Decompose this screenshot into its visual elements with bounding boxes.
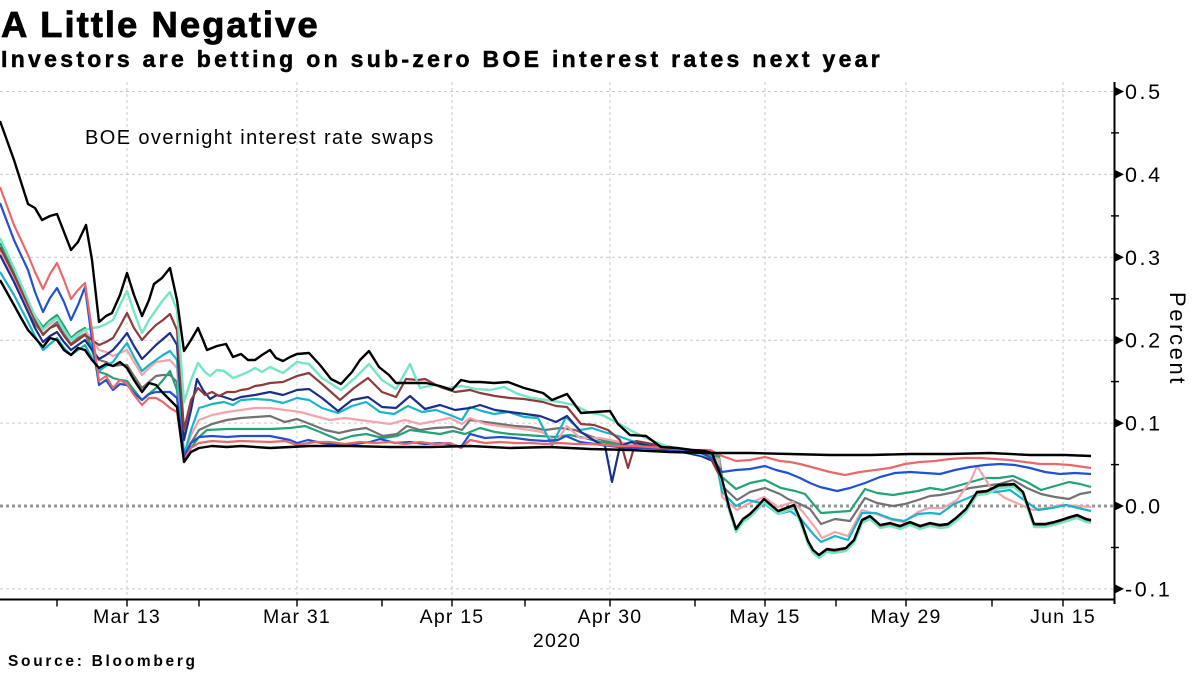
- svg-text:0.1: 0.1: [1125, 412, 1163, 436]
- svg-text:0.2: 0.2: [1125, 329, 1163, 353]
- svg-text:-0.1: -0.1: [1125, 577, 1172, 601]
- svg-text:BOE overnight interest rate sw: BOE overnight interest rate swaps: [85, 127, 435, 149]
- svg-text:0.3: 0.3: [1125, 246, 1163, 270]
- svg-text:0.0: 0.0: [1125, 495, 1163, 519]
- svg-text:Mar 31: Mar 31: [263, 606, 331, 628]
- svg-text:Percent: Percent: [1165, 292, 1190, 386]
- svg-text:2020: 2020: [533, 630, 581, 652]
- svg-text:May 29: May 29: [870, 606, 941, 628]
- svg-text:Source: Bloomberg: Source: Bloomberg: [8, 653, 198, 670]
- svg-text:Mar 13: Mar 13: [93, 606, 161, 628]
- svg-text:Apr 15: Apr 15: [420, 606, 485, 628]
- svg-text:Jun 15: Jun 15: [1030, 606, 1096, 628]
- svg-text:A Little Negative: A Little Negative: [1, 4, 320, 45]
- svg-text:0.5: 0.5: [1125, 80, 1163, 104]
- svg-text:Apr 30: Apr 30: [578, 606, 643, 628]
- svg-text:0.4: 0.4: [1125, 163, 1163, 187]
- svg-text:May 15: May 15: [729, 606, 800, 628]
- svg-text:Investors are betting on sub-z: Investors are betting on sub-zero BOE in…: [1, 46, 883, 72]
